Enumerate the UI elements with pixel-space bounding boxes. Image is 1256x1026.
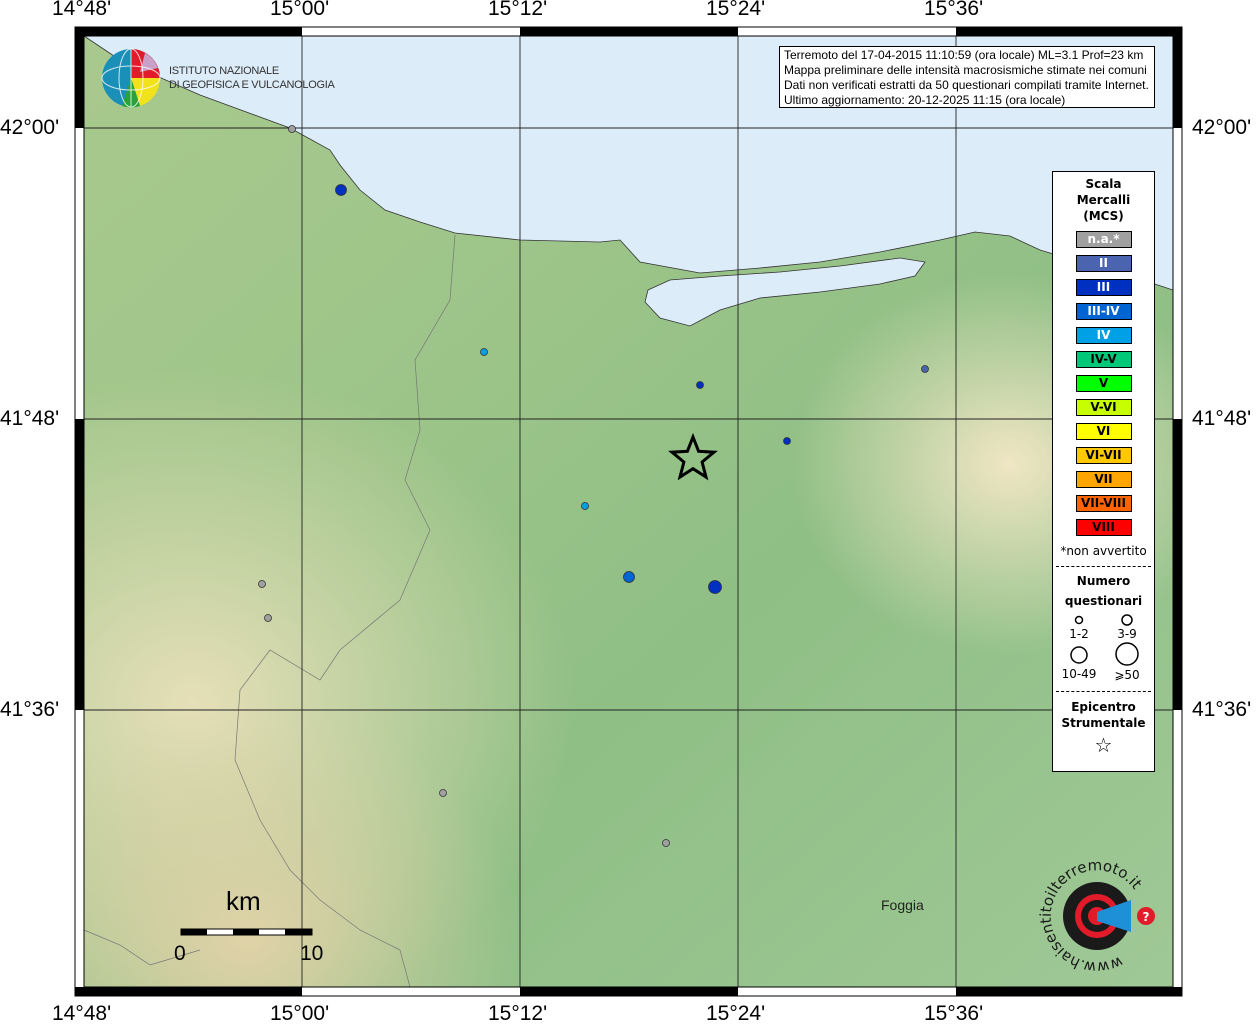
observation-point-na[interactable] <box>264 614 272 622</box>
observation-point-na[interactable] <box>439 789 447 797</box>
legend-note: *non avvertito <box>1060 544 1147 558</box>
count-label: 10-49 <box>1061 667 1097 681</box>
epicenter-title-line: Epicentro <box>1071 700 1136 714</box>
scale-start: 0 <box>174 942 186 965</box>
legend-title-line: Scala <box>1085 177 1122 191</box>
scale-row-VIII: VIII <box>1075 519 1132 536</box>
legend-title-line: Mercalli <box>1076 193 1131 207</box>
count-label: 1-2 <box>1069 627 1089 641</box>
legend-title: Scala Mercalli (MCS) <box>1053 176 1154 224</box>
lon-tick-top: 15°36' <box>924 0 984 20</box>
event-info-box: Terremoto del 17-04-2015 11:10:59 (ora l… <box>779 46 1155 108</box>
lon-tick-bottom: 15°24' <box>706 1002 766 1025</box>
observation-point-III[interactable] <box>335 184 347 196</box>
observation-point-III[interactable] <box>783 437 791 445</box>
map-frame <box>74 26 1183 997</box>
place-label-foggia: Foggia <box>881 897 924 913</box>
lon-tick-bottom: 15°36' <box>924 1002 984 1025</box>
scale-end: 10 <box>300 942 324 965</box>
lon-tick-top: 15°12' <box>488 0 548 20</box>
lat-tick-right: 42°00' <box>1192 116 1252 139</box>
svg-text:?: ? <box>1143 910 1150 924</box>
scale-row-III-IV: III-IV <box>1075 303 1132 320</box>
scale-bar <box>180 928 313 936</box>
scale-row-VII: VII <box>1075 471 1132 488</box>
legend: Scala Mercalli (MCS) n.a.* II III III-IV IV I… <box>1052 171 1155 772</box>
event-info-line: Ultimo aggiornamento: 20-12-2025 11:15 (… <box>784 93 1066 107</box>
scale-row-V: V <box>1075 375 1132 392</box>
count-circles <box>1070 614 1139 666</box>
lat-tick-left: 41°48' <box>0 407 60 430</box>
event-info-line: Terremoto del 17-04-2015 11:10:59 (ora l… <box>784 48 1144 62</box>
scale-unit: km <box>226 886 261 916</box>
observation-point-na[interactable] <box>288 125 296 133</box>
observation-point-III[interactable] <box>696 381 704 389</box>
scale-row-IV: IV <box>1075 327 1132 344</box>
lat-tick-left: 41°36' <box>0 698 60 721</box>
legend-title-line: (MCS) <box>1083 209 1124 223</box>
scale-row-VI-VII: VI-VII <box>1075 447 1132 464</box>
ingv-logo-line2: DI GEOFISICA E VULCANOLOGIA <box>169 79 335 91</box>
observation-point-IV[interactable] <box>480 348 488 356</box>
observation-point-II[interactable] <box>921 365 929 373</box>
lon-tick-top: 14°48' <box>52 0 112 20</box>
observation-point-IV[interactable] <box>581 502 589 510</box>
epicenter-star-icon[interactable] <box>668 432 718 481</box>
lon-tick-bottom: 14°48' <box>52 1002 112 1025</box>
ingv-logo-line1: ISTITUTO NAZIONALE <box>169 65 279 77</box>
graticule <box>84 36 1173 987</box>
count-label: 3-9 <box>1117 627 1137 641</box>
observation-point-III[interactable] <box>708 580 722 594</box>
lon-tick-bottom: 15°00' <box>270 1002 330 1025</box>
event-info-line: Mappa preliminare delle intensità macros… <box>784 63 1147 77</box>
observation-point-na[interactable] <box>662 839 670 847</box>
lat-tick-right: 41°36' <box>1192 698 1252 721</box>
legend-divider <box>1056 566 1151 567</box>
observations-layer <box>258 125 929 847</box>
observation-point-III-IV[interactable] <box>623 571 635 583</box>
legend-star-icon: ☆ <box>1094 733 1113 757</box>
lagoon <box>644 257 926 327</box>
lat-tick-left: 42°00' <box>0 116 60 139</box>
scale-row-III: III <box>1075 279 1132 296</box>
epicenter-title-line: Strumentale <box>1061 716 1146 730</box>
lon-tick-top: 15°00' <box>270 0 330 20</box>
event-info-line: Dati non verificati estratti da 50 quest… <box>784 78 1149 92</box>
terrain-relief-south <box>84 36 1173 987</box>
ingv-globe-icon <box>101 48 161 108</box>
scale-row-II: II <box>1075 255 1132 272</box>
legend-divider <box>1056 691 1151 692</box>
admin-boundary <box>83 929 201 966</box>
scale-row-na: n.a.* <box>1075 231 1132 248</box>
admin-boundary <box>234 234 456 988</box>
count-size-legend: 1-2 3-9 10-49 ⩾50 <box>1053 611 1154 691</box>
observation-point-na[interactable] <box>258 580 266 588</box>
lon-tick-bottom: 15°12' <box>488 1002 548 1025</box>
scale-row-VII-VIII: VII-VIII <box>1075 495 1132 512</box>
count-title-line: questionari <box>1064 594 1143 608</box>
lat-tick-right: 41°48' <box>1192 407 1252 430</box>
count-label: ⩾50 <box>1114 668 1140 682</box>
scale-row-VI: VI <box>1075 423 1132 440</box>
count-title-line: Numero <box>1076 574 1131 588</box>
lon-tick-top: 15°24' <box>706 0 766 20</box>
scale-row-V-VI: V-VI <box>1075 399 1132 416</box>
intensity-scale: n.a.* II III III-IV IV IV-V V V-VI VI VI-VII VII VI… <box>1053 231 1154 536</box>
scale-row-IV-V: IV-V <box>1075 351 1132 368</box>
